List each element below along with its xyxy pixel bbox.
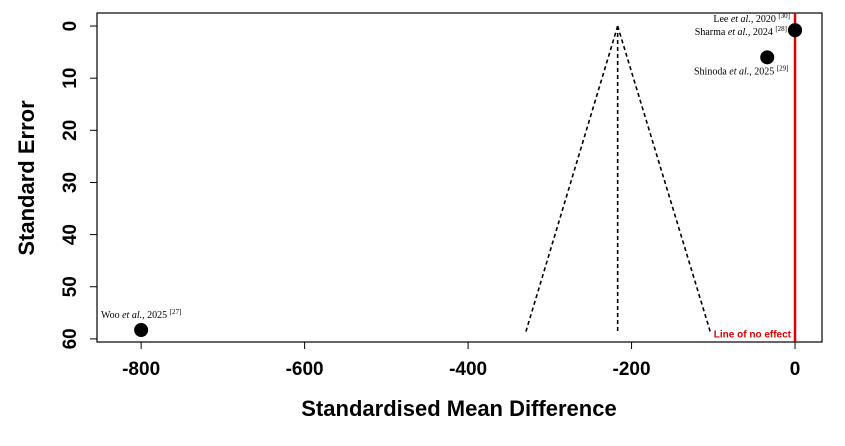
funnel-upper — [616, 25, 712, 334]
study-label: Sharma et al., 2024 [28] — [695, 25, 787, 39]
x-tick-label: 0 — [790, 359, 801, 380]
y-tick-label: 40 — [60, 224, 81, 245]
no-effect-label: Line of no effect — [714, 330, 792, 341]
study-label: Lee et al., 2020 [30] — [713, 12, 790, 26]
study-ref: [30] — [778, 12, 790, 20]
study-author: Lee — [713, 15, 729, 26]
y-tick-label: 60 — [60, 328, 81, 349]
y-tick-label: 20 — [60, 120, 81, 141]
study-year: , 2025 — [749, 67, 774, 78]
study-point — [134, 323, 149, 338]
x-tick-label: -400 — [449, 359, 487, 380]
y-tick-label: 30 — [60, 172, 81, 193]
y-tick-label: 0 — [60, 21, 81, 32]
study-label: Woo et al., 2025 [27] — [101, 308, 181, 322]
study-point — [788, 23, 803, 38]
study-year: , 2020 — [751, 15, 776, 26]
study-etal: et al. — [731, 15, 751, 26]
study-etal: et al. — [728, 28, 748, 39]
study-author: Shinoda — [694, 67, 727, 78]
y-tick-label: 10 — [60, 68, 81, 89]
x-tick-label: -600 — [286, 359, 324, 380]
study-ref: [29] — [777, 64, 789, 72]
study-etal: et al. — [729, 67, 749, 78]
study-etal: et al. — [122, 310, 142, 321]
study-ref: [28] — [775, 25, 787, 33]
study-author: Sharma — [695, 28, 726, 39]
x-tick-label: -800 — [122, 359, 160, 380]
y-axis-title: Standard Error — [14, 100, 39, 256]
funnel-lower — [524, 25, 619, 334]
study-ref: [27] — [170, 308, 182, 316]
x-tick-label: -200 — [613, 359, 651, 380]
study-year: , 2025 — [142, 310, 167, 321]
study-year: , 2024 — [748, 28, 773, 39]
study-label: Shinoda et al., 2025 [29] — [694, 64, 788, 78]
study-point — [760, 50, 775, 65]
y-tick-label: 50 — [60, 276, 81, 297]
plot-frame — [96, 12, 823, 343]
study-author: Woo — [101, 310, 120, 321]
x-axis-title: Standardised Mean Difference — [301, 396, 616, 421]
